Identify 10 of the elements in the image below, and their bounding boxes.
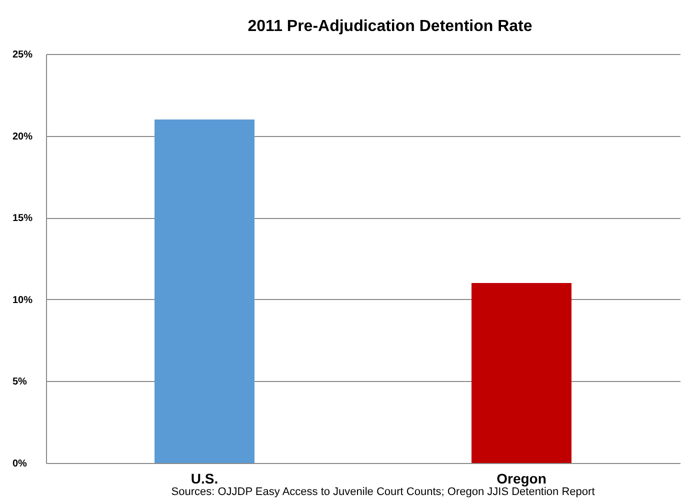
y-tick-label: 15%	[12, 213, 33, 224]
y-tick-label: 0%	[12, 458, 28, 470]
y-tick-label: 25%	[12, 50, 33, 60]
chart-title: 2011 Pre-Adjudication Detention Rate	[248, 18, 532, 35]
y-tick-label: 10%	[12, 294, 33, 306]
y-tick-label: 5%	[12, 376, 28, 388]
x-tick-label: U.S.	[190, 470, 218, 486]
source-note: Sources: OJJDP Easy Access to Juvenile Court Counts; Oregon JJIS Detention Report	[171, 486, 595, 498]
x-tick-label: Oregon	[496, 470, 546, 486]
y-tick-label: 20%	[12, 131, 33, 142]
